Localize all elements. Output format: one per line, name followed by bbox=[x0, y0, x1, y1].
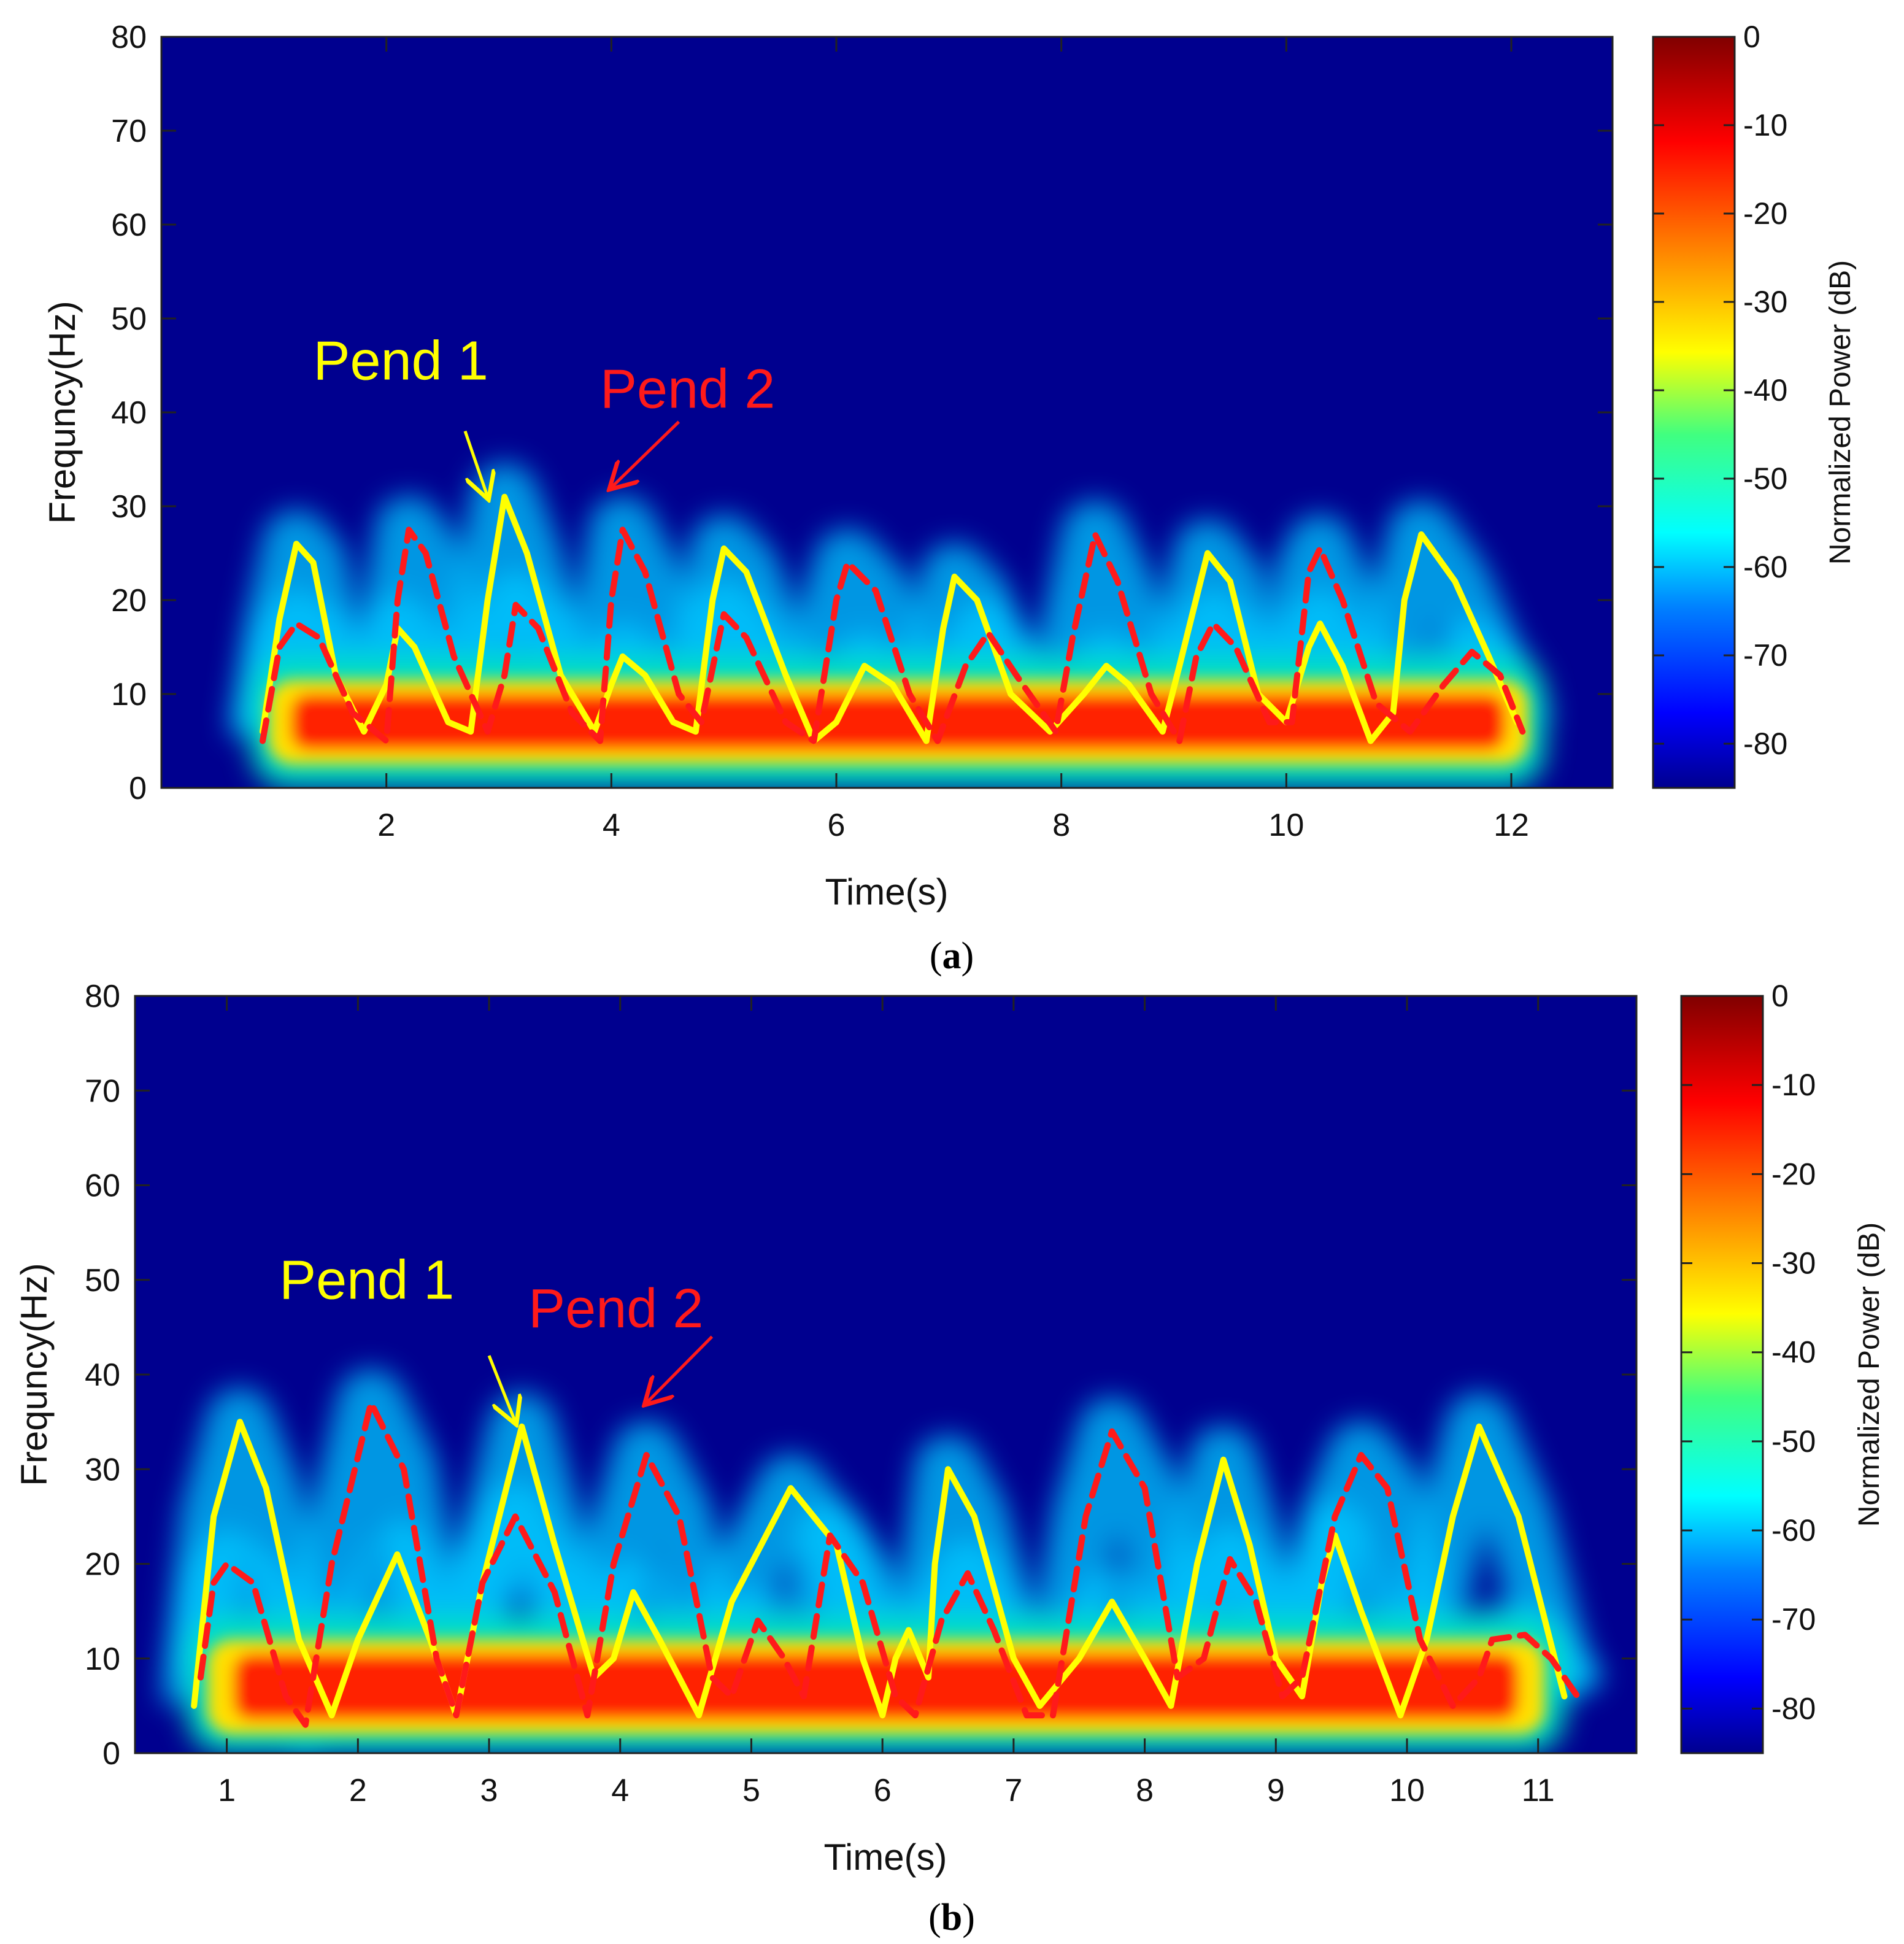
annotation-label-pend-1: Pend 1 bbox=[279, 1250, 454, 1311]
y-tick-label: 60 bbox=[85, 1168, 120, 1204]
annotation-arrow bbox=[646, 1335, 714, 1403]
y-tick-label: 0 bbox=[129, 771, 147, 806]
annotation-arrow bbox=[487, 1355, 515, 1422]
annotations-a: Pend 1 Pend 2 bbox=[314, 330, 775, 497]
y-ticks-b: 0 10 20 30 40 50 60 70 80 bbox=[85, 979, 1636, 1772]
x-ticks-b: 1 2 3 4 5 6 7 8 9 10 11 bbox=[218, 996, 1555, 1808]
energy-band-red bbox=[233, 1654, 1519, 1721]
y-tick-label: 30 bbox=[85, 1452, 120, 1487]
colorbar-ticks-b: 0 -10 -20 -30 -40 -50 -60 -70 -80 bbox=[1681, 979, 1816, 1726]
x-tick-label: 3 bbox=[480, 1773, 498, 1808]
colorbar-title-b: Normalized Power (dB) bbox=[1853, 1222, 1886, 1527]
y-axis-title-b: Frequncy(Hz) bbox=[13, 1263, 55, 1486]
x-tick-label: 4 bbox=[603, 808, 620, 843]
x-tick-label: 6 bbox=[874, 1773, 892, 1808]
annotation-arrow bbox=[463, 430, 488, 497]
y-tick-label: 40 bbox=[111, 395, 147, 431]
x-tick-label: 6 bbox=[828, 808, 846, 843]
y-tick-label: 10 bbox=[111, 677, 147, 712]
x-tick-label: 8 bbox=[1136, 1773, 1154, 1808]
x-tick-label: 10 bbox=[1389, 1773, 1425, 1808]
y-tick-label: 60 bbox=[111, 207, 147, 243]
x-tick-label: 2 bbox=[377, 808, 395, 843]
colorbar-a bbox=[1652, 36, 1736, 789]
colorbar-tick-label: -80 bbox=[1743, 727, 1787, 761]
series-group-a bbox=[260, 493, 1526, 744]
y-tick-label: 70 bbox=[111, 114, 147, 149]
series-line-pend-1 bbox=[260, 493, 1521, 744]
colorbar-tick-label: 0 bbox=[1771, 979, 1789, 1013]
colorbar-tick-label: -80 bbox=[1771, 1691, 1816, 1726]
y-tick-label: 50 bbox=[85, 1263, 120, 1298]
energy-core-b bbox=[207, 1639, 1545, 1735]
series-group-b bbox=[191, 1400, 1581, 1728]
colorbar-ticks-a: 0 -10 -20 -30 -40 -50 -60 -70 -80 bbox=[1653, 20, 1787, 761]
x-tick-label: 5 bbox=[742, 1773, 760, 1808]
x-tick-label: 7 bbox=[1004, 1773, 1022, 1808]
y-tick-label: 0 bbox=[102, 1736, 120, 1772]
x-tick-label: 8 bbox=[1052, 808, 1070, 843]
x-tick-label: 4 bbox=[611, 1773, 629, 1808]
panel-a: 2 4 6 8 10 12 0 10 20 30 40 50 60 70 80 Time(s) Frequ… bbox=[42, 20, 1857, 977]
y-tick-label: 70 bbox=[85, 1073, 120, 1109]
x-axis-title-a: Time(s) bbox=[825, 871, 948, 912]
x-tick-label: 12 bbox=[1494, 808, 1529, 843]
annotation-label-pend-2: Pend 2 bbox=[528, 1278, 703, 1340]
colorbar-tick-label: -40 bbox=[1771, 1335, 1816, 1370]
x-tick-label: 9 bbox=[1267, 1773, 1285, 1808]
annotation-label-pend-2: Pend 2 bbox=[600, 358, 775, 420]
colorbar-tick-label: -10 bbox=[1771, 1068, 1816, 1102]
annotation-arrow bbox=[611, 420, 680, 487]
colorbar-tick-label: -20 bbox=[1743, 196, 1787, 231]
y-tick-label: 40 bbox=[85, 1357, 120, 1393]
y-tick-label: 30 bbox=[111, 489, 147, 525]
caption-b: (b) bbox=[928, 1897, 975, 1938]
x-tick-label: 11 bbox=[1522, 1773, 1555, 1808]
x-tick-label: 10 bbox=[1268, 808, 1304, 843]
caption-a: (a) bbox=[930, 935, 974, 977]
colorbar-tick-label: -50 bbox=[1743, 461, 1787, 496]
colorbar-tick-label: -70 bbox=[1743, 638, 1787, 673]
x-tick-label: 2 bbox=[349, 1773, 367, 1808]
series-line-pend-2 bbox=[260, 526, 1526, 744]
colorbar-tick-label: 0 bbox=[1743, 20, 1760, 54]
colorbar-tick-label: -20 bbox=[1771, 1157, 1816, 1191]
series-line-pend-2 bbox=[197, 1400, 1581, 1728]
x-ticks-a: 2 4 6 8 10 12 bbox=[377, 37, 1529, 843]
y-ticks-a: 0 10 20 30 40 50 60 70 80 bbox=[111, 20, 1613, 806]
y-tick-label: 80 bbox=[111, 20, 147, 55]
x-tick-label: 1 bbox=[218, 1773, 236, 1808]
colorbar-title-a: Normalized Power (dB) bbox=[1824, 260, 1857, 565]
colorbar-tick-label: -60 bbox=[1743, 550, 1787, 584]
annotation-label-pend-1: Pend 1 bbox=[314, 330, 488, 392]
colorbar-tick-label: -50 bbox=[1771, 1424, 1816, 1459]
x-axis-title-b: Time(s) bbox=[823, 1837, 947, 1878]
y-axis-title-a: Frequncy(Hz) bbox=[42, 301, 83, 523]
y-tick-label: 50 bbox=[111, 301, 147, 337]
colorbar-tick-label: -10 bbox=[1743, 108, 1787, 142]
colorbar-tick-label: -40 bbox=[1743, 373, 1787, 407]
y-tick-label: 20 bbox=[111, 583, 147, 619]
y-tick-label: 20 bbox=[85, 1547, 120, 1583]
y-tick-label: 10 bbox=[85, 1641, 120, 1677]
colorbar-tick-label: -30 bbox=[1771, 1246, 1816, 1281]
y-tick-label: 80 bbox=[85, 979, 120, 1014]
colorbar-b bbox=[1680, 995, 1764, 1754]
colorbar-tick-label: -70 bbox=[1771, 1602, 1816, 1637]
colorbar-tick-label: -30 bbox=[1743, 285, 1787, 319]
colorbar-tick-label: -60 bbox=[1771, 1513, 1816, 1548]
annotations-b: Pend 1 Pend 2 bbox=[279, 1250, 714, 1422]
